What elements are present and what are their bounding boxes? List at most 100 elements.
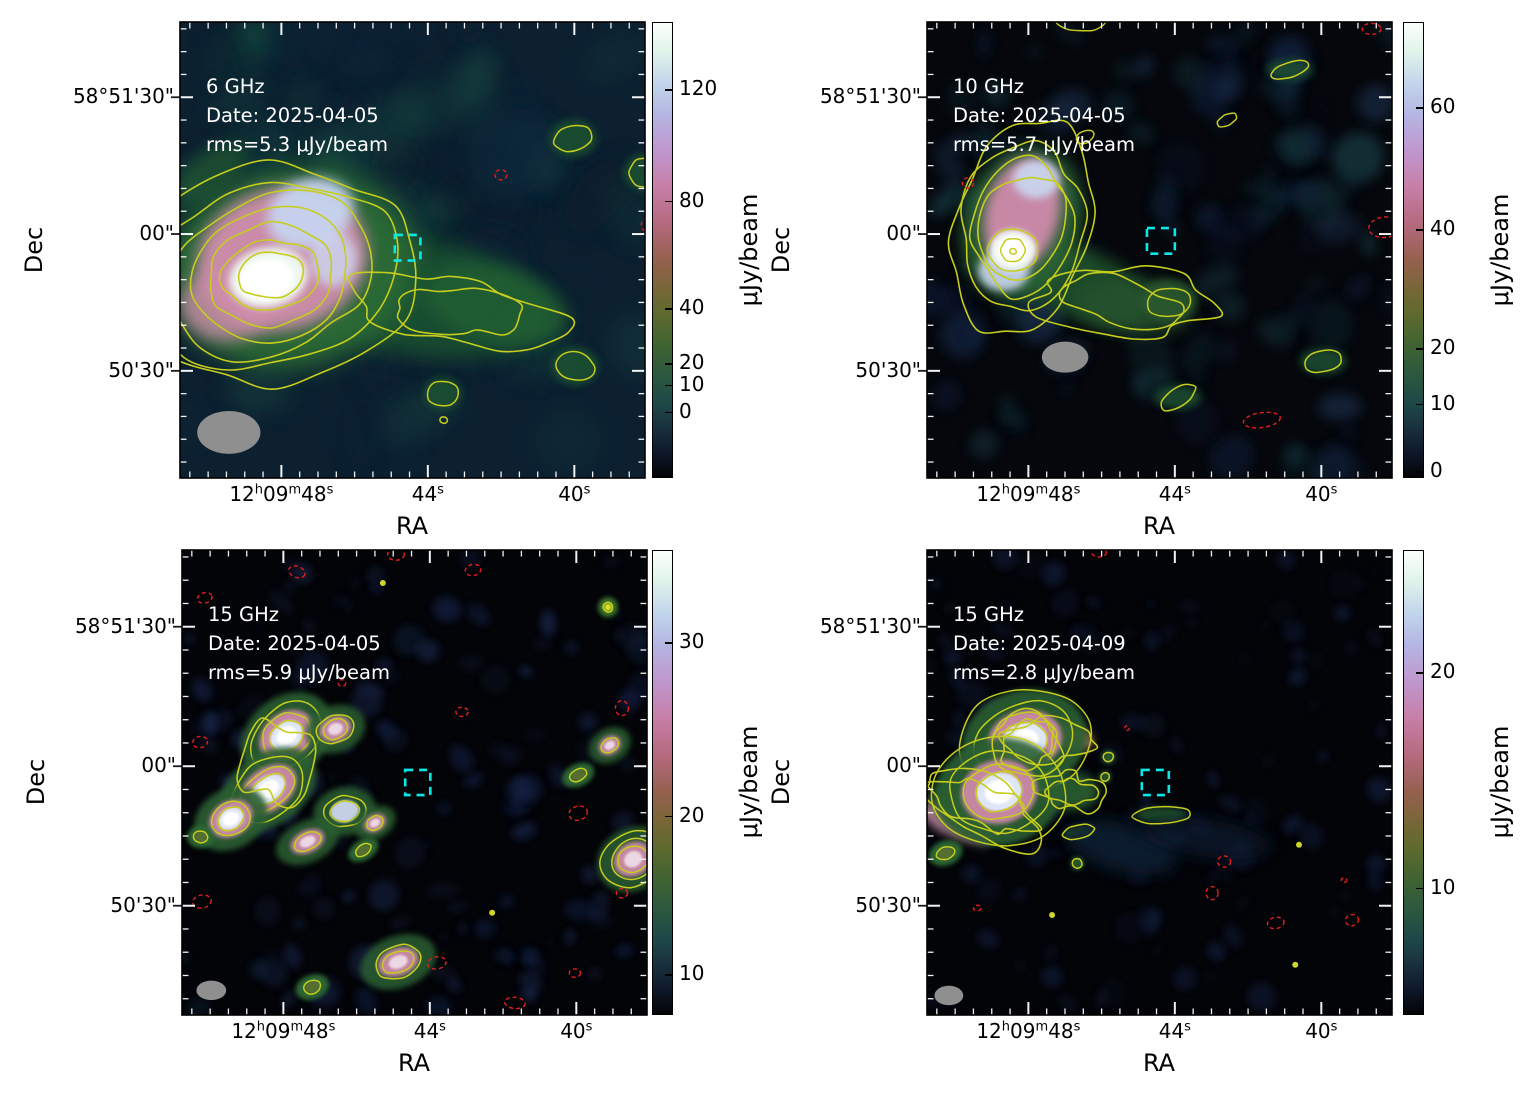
colorbar-tick-label: 20 (679, 802, 705, 827)
x-tick-label: 12h09m48s (976, 1019, 1081, 1043)
colorbar-tick (1416, 887, 1423, 890)
radio-map-15ghz-apr05 (173, 549, 648, 1016)
panel-border (926, 549, 1393, 1016)
radio-map-15ghz-apr09 (918, 549, 1393, 1016)
panel-10ghz: 10 GHz Date: 2025-04-05 rms=5.7 μJy/beam (918, 21, 1393, 479)
colorbar-gradient (1404, 23, 1423, 477)
colorbar-tick-label: 20 (679, 350, 705, 375)
x-axis-label: RA (1142, 1049, 1176, 1077)
x-tick-label: 44s (1158, 1019, 1191, 1043)
x-tick-label: 40s (558, 482, 591, 506)
colorbar-tick (665, 89, 672, 91)
colorbar-tick (665, 815, 672, 818)
y-tick-label: 00" (141, 753, 176, 778)
colorbar-tick-label: 20 (1430, 659, 1456, 684)
map-content (927, 22, 1392, 478)
colorbar-tick (1416, 403, 1423, 406)
y-axis-label: Dec (767, 226, 795, 274)
x-axis-label: RA (397, 1049, 431, 1077)
colorbar-tick (1416, 229, 1423, 231)
colorbar-axis-label: μJy/beam (735, 725, 763, 839)
x-axis-label: RA (1142, 512, 1176, 540)
x-tick-label: 44s (1158, 482, 1191, 506)
target-box (403, 768, 432, 797)
colorbar-tick-label: 40 (679, 295, 705, 320)
panel-border (179, 21, 646, 479)
colorbar-axis-label: μJy/beam (735, 193, 763, 307)
target-box (1140, 768, 1171, 797)
beam-ellipse (197, 410, 261, 454)
x-tick-label: 40s (1305, 482, 1338, 506)
beam-ellipse (196, 980, 227, 1001)
panel-6ghz: 6 GHz Date: 2025-04-05 rms=5.3 μJy/beam (171, 21, 646, 479)
colorbar-tick-label: 0 (1430, 458, 1443, 483)
y-tick-label: 58°51'30" (819, 84, 921, 109)
colorbar-tick (665, 200, 672, 203)
colorbar-tick-label: 40 (1430, 216, 1456, 241)
colorbar-10ghz (1403, 22, 1424, 478)
ticks-layer (918, 22, 1392, 478)
colorbar-tick (665, 384, 672, 387)
beam-ellipse (1041, 341, 1089, 373)
contours-layer (180, 124, 645, 425)
negative-contours-layer (961, 22, 1392, 429)
colorbar-axis-label: μJy/beam (1486, 725, 1514, 839)
ticks-layer (173, 550, 647, 1015)
x-tick-label: 44s (413, 1019, 446, 1043)
y-tick-label: 58°51'30" (819, 613, 921, 638)
colorbar-tick-label: 10 (1430, 390, 1456, 415)
colorbar-tick-label: 0 (679, 398, 692, 423)
map-content (180, 22, 645, 478)
panel-border (181, 549, 648, 1016)
radio-map-10ghz (918, 21, 1393, 479)
colorbar-tick (1416, 471, 1423, 473)
y-tick-label: 00" (886, 221, 921, 246)
colorbar-tick (665, 974, 672, 976)
y-tick-label: 50'30" (108, 357, 174, 382)
colorbar-6ghz (652, 22, 673, 478)
y-tick-label: 50'30" (110, 892, 176, 917)
colorbar-tick (665, 363, 672, 365)
x-tick-label: 44s (411, 482, 444, 506)
colorbar-tick-label: 80 (679, 187, 705, 212)
map-content (927, 550, 1392, 1015)
colorbar-gradient (653, 23, 672, 477)
y-tick-label: 00" (886, 753, 921, 778)
target-box (393, 233, 422, 262)
colorbar-gradient (1404, 551, 1423, 1014)
y-axis-label: Dec (767, 758, 795, 806)
x-tick-label: 12h09m48s (229, 482, 334, 506)
y-axis-label: Dec (20, 226, 48, 274)
x-tick-label: 12h09m48s (976, 482, 1081, 506)
x-tick-label: 40s (560, 1019, 593, 1043)
x-axis-label: RA (395, 512, 429, 540)
radio-map-6ghz (171, 21, 646, 479)
colorbar-tick-label: 30 (679, 629, 705, 654)
y-tick-label: 00" (139, 221, 174, 246)
contours-layer (927, 707, 1302, 968)
colorbar-tick-label: 10 (679, 371, 705, 396)
panel-15ghz-apr05: 15 GHz Date: 2025-04-05 rms=5.9 μJy/beam (173, 549, 648, 1016)
colorbar-tick (1416, 107, 1423, 109)
negative-contours-layer (972, 550, 1360, 930)
map-content (182, 550, 647, 1015)
colorbar-tick (1416, 672, 1423, 674)
ticks-layer (171, 22, 645, 478)
contours-layer (236, 580, 496, 916)
y-tick-label: 58°51'30" (72, 84, 174, 109)
ticks-layer (918, 550, 1392, 1015)
negative-contours-layer (192, 550, 630, 1010)
beam-ellipse (934, 985, 964, 1006)
x-tick-label: 12h09m48s (231, 1019, 336, 1043)
colorbar-tick (1416, 348, 1423, 350)
y-tick-label: 50'30" (855, 892, 921, 917)
colorbar-tick-label: 10 (679, 961, 705, 986)
panel-15ghz-apr09: 15 GHz Date: 2025-04-09 rms=2.8 μJy/beam (918, 549, 1393, 1016)
noise-layer (927, 550, 1392, 1012)
x-tick-label: 40s (1305, 1019, 1338, 1043)
colorbar-15ghz-apr09 (1403, 550, 1424, 1015)
y-tick-label: 58°51'30" (74, 613, 176, 638)
colorbar-tick-label: 120 (679, 76, 718, 101)
colorbar-tick-label: 20 (1430, 335, 1456, 360)
